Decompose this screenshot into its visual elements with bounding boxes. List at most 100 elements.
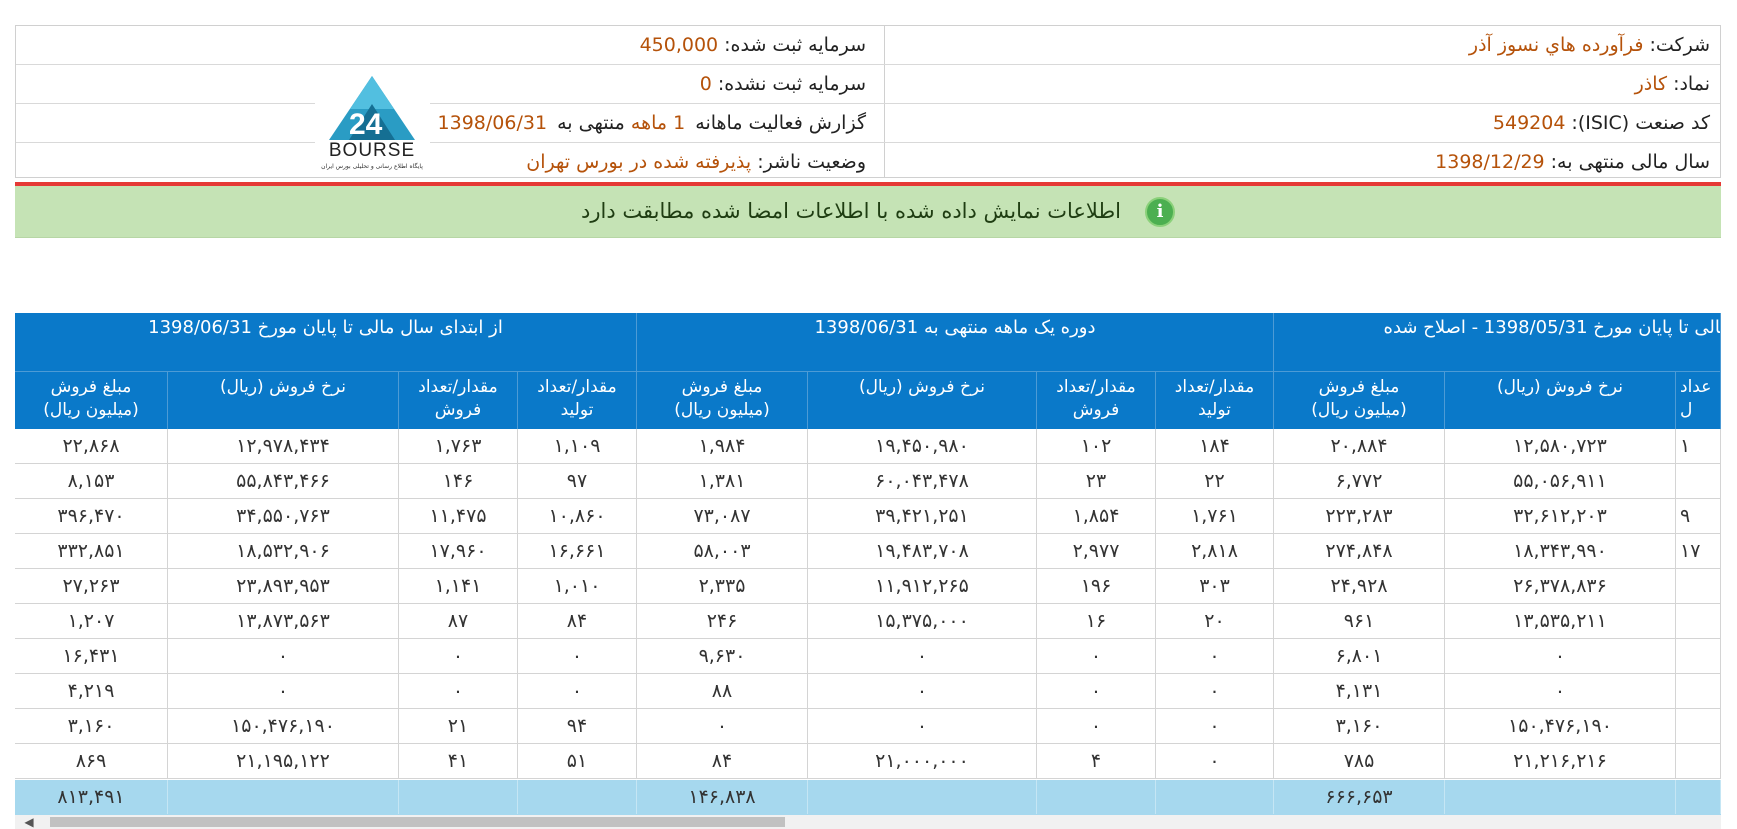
cell-prev-rate: ۱۲,۵۸۰,۷۲۳ <box>1445 429 1676 463</box>
cell-month-rate: ۱۱,۹۱۲,۲۶۵ <box>808 569 1037 603</box>
total-ytd-sales-qty <box>399 780 518 814</box>
table-row: ۲۱,۲۱۶,۲۱۶ ۷۸۵ ۰ ۴ ۲۱,۰۰۰,۰۰۰ ۸۴ ۵۱ ۴۱ ۲… <box>15 744 1721 779</box>
cell-ytd-amount: ۸,۱۵۳ <box>15 464 168 498</box>
cell-ytd-sales-qty: ۱,۱۴۱ <box>399 569 518 603</box>
symbol-value: کاذر <box>1634 73 1668 95</box>
cell-partial <box>1676 744 1721 778</box>
total-month-prod-qty <box>1156 780 1274 814</box>
logo-brand: BOURSE <box>329 140 415 161</box>
total-prev-amount: ۶۶۶,۶۵۳ <box>1274 780 1445 814</box>
cell-month-sales-qty: ۱۶ <box>1037 604 1156 638</box>
cell-ytd-amount: ۳,۱۶۰ <box>15 709 168 743</box>
cell-prev-rate: ۳۲,۶۱۲,۲۰۳ <box>1445 499 1676 533</box>
cell-month-sales-qty: ۱,۸۵۴ <box>1037 499 1156 533</box>
cell-month-sales-qty: ۱۰۲ <box>1037 429 1156 463</box>
total-prev-rate <box>1445 780 1676 814</box>
unregistered-capital-label: سرمایه ثبت نشده: <box>717 73 866 95</box>
cell-ytd-amount: ۳۹۶,۴۷۰ <box>15 499 168 533</box>
cell-ytd-prod-qty: ۰ <box>518 674 637 708</box>
table-row: ۰ ۶,۸۰۱ ۰ ۰ ۰ ۹,۶۳۰ ۰ ۰ ۰ ۱۶,۴۳۱ <box>15 639 1721 674</box>
cell-partial: ۱ <box>1676 429 1721 463</box>
cell-prev-amount: ۲۷۴,۸۴۸ <box>1274 534 1445 568</box>
report-months: 1 ماهه <box>630 112 686 134</box>
subheader-month-rate: نرخ فروش (ریال) <box>808 371 1037 429</box>
header-red-divider <box>15 182 1721 186</box>
cell-month-rate: ۱۹,۴۸۳,۷۰۸ <box>808 534 1037 568</box>
table-row: ۱۵۰,۴۷۶,۱۹۰ ۳,۱۶۰ ۰ ۰ ۰ ۰ ۹۴ ۲۱ ۱۵۰,۴۷۶,… <box>15 709 1721 744</box>
cell-prev-amount: ۹۶۱ <box>1274 604 1445 638</box>
cell-ytd-prod-qty: ۵۱ <box>518 744 637 778</box>
group-header-previous: مالی تا پایان مورخ 1398/05/31 - اصلاح شد… <box>1274 313 1721 371</box>
cell-ytd-rate: ۰ <box>168 674 399 708</box>
cell-month-rate: ۲۱,۰۰۰,۰۰۰ <box>808 744 1037 778</box>
cell-ytd-amount: ۴,۲۱۹ <box>15 674 168 708</box>
cell-ytd-rate: ۰ <box>168 639 399 673</box>
cell-partial <box>1676 464 1721 498</box>
report-suffix: منتهی به <box>557 112 625 134</box>
cell-month-rate: ۶۰,۰۴۳,۴۷۸ <box>808 464 1037 498</box>
cell-ytd-sales-qty: ۱,۷۶۳ <box>399 429 518 463</box>
cell-month-prod-qty: ۲۲ <box>1156 464 1274 498</box>
cell-ytd-amount: ۳۳۲,۸۵۱ <box>15 534 168 568</box>
total-month-sales-qty <box>1037 780 1156 814</box>
scroll-left-icon[interactable]: ◀ <box>24 815 34 829</box>
cell-month-amount: ۱,۳۸۱ <box>637 464 808 498</box>
cell-prev-amount: ۲۰,۸۸۴ <box>1274 429 1445 463</box>
cell-month-amount: ۰ <box>637 709 808 743</box>
cell-prev-rate: ۲۶,۳۷۸,۸۳۶ <box>1445 569 1676 603</box>
total-ytd-amount: ۸۱۳,۴۹۱ <box>15 780 168 814</box>
cell-ytd-sales-qty: ۱۷,۹۶۰ <box>399 534 518 568</box>
horizontal-scrollbar[interactable]: ◀ <box>15 815 1721 829</box>
info-row-symbol: نماد:کاذر سرمایه ثبت نشده:0 <box>16 65 1720 104</box>
cell-ytd-amount: ۱۶,۴۳۱ <box>15 639 168 673</box>
svg-text:24: 24 <box>349 108 383 141</box>
cell-month-prod-qty: ۰ <box>1156 744 1274 778</box>
cell-ytd-prod-qty: ۱,۱۰۹ <box>518 429 637 463</box>
cell-ytd-amount: ۲۲,۸۶۸ <box>15 429 168 463</box>
cell-ytd-sales-qty: ۱۴۶ <box>399 464 518 498</box>
info-row-isic: کد صنعت (ISIC):549204 گزارش فعالیت ماهان… <box>16 104 1720 143</box>
cell-month-amount: ۷۳,۰۸۷ <box>637 499 808 533</box>
cell-prev-amount: ۲۴,۹۲۸ <box>1274 569 1445 603</box>
table-row: ۱۷ ۱۸,۳۴۳,۹۹۰ ۲۷۴,۸۴۸ ۲,۸۱۸ ۲,۹۷۷ ۱۹,۴۸۳… <box>15 534 1721 569</box>
cell-prev-amount: ۷۸۵ <box>1274 744 1445 778</box>
cell-month-prod-qty: ۱۸۴ <box>1156 429 1274 463</box>
isic-field: کد صنعت (ISIC):549204 <box>1493 104 1710 142</box>
group-header-ytd: از ابتدای سال مالی تا پایان مورخ 1398/06… <box>15 313 637 371</box>
cell-ytd-sales-qty: ۴۱ <box>399 744 518 778</box>
cell-month-amount: ۸۴ <box>637 744 808 778</box>
cell-partial <box>1676 674 1721 708</box>
cell-month-rate: ۳۹,۴۲۱,۲۵۱ <box>808 499 1037 533</box>
cell-ytd-amount: ۲۷,۲۶۳ <box>15 569 168 603</box>
banner-text: اطلاعات نمایش داده شده با اطلاعات امضا ش… <box>581 199 1121 223</box>
cell-month-sales-qty: ۰ <box>1037 639 1156 673</box>
cell-month-amount: ۸۸ <box>637 674 808 708</box>
cell-prev-amount: ۶,۸۰۱ <box>1274 639 1445 673</box>
subheader-month-amount: مبلغ فروش (میلیون ریال) <box>637 371 808 429</box>
cell-prev-amount: ۳,۱۶۰ <box>1274 709 1445 743</box>
signature-match-banner: i اطلاعات نمایش داده شده با اطلاعات امضا… <box>15 186 1721 238</box>
cell-month-prod-qty: ۳۰۳ <box>1156 569 1274 603</box>
cell-ytd-rate: ۲۱,۱۹۵,۱۲۲ <box>168 744 399 778</box>
cell-prev-rate: ۱۸,۳۴۳,۹۹۰ <box>1445 534 1676 568</box>
cell-ytd-prod-qty: ۱۶,۶۶۱ <box>518 534 637 568</box>
subheader-month-prod-qty: مقدار/تعداد تولید <box>1156 371 1274 429</box>
group-header-previous-text: مالی تا پایان مورخ 1398/05/31 - اصلاح شد… <box>1383 317 1721 338</box>
cell-month-prod-qty: ۱,۷۶۱ <box>1156 499 1274 533</box>
report-date: 1398/06/31 <box>437 112 548 134</box>
cell-prev-rate: ۵۵,۰۵۶,۹۱۱ <box>1445 464 1676 498</box>
fiscal-year-label: سال مالی منتهی به: <box>1550 151 1710 173</box>
cell-ytd-rate: ۵۵,۸۴۳,۴۶۶ <box>168 464 399 498</box>
cell-month-rate: ۰ <box>808 674 1037 708</box>
cell-month-rate: ۰ <box>808 709 1037 743</box>
cell-prev-rate: ۱۳,۵۳۵,۲۱۱ <box>1445 604 1676 638</box>
cell-month-prod-qty: ۲,۸۱۸ <box>1156 534 1274 568</box>
subheader-ytd-amount: مبلغ فروش (میلیون ریال) <box>15 371 168 429</box>
fiscal-year-value: 1398/12/29 <box>1435 151 1545 173</box>
scroll-thumb[interactable] <box>50 817 785 827</box>
registered-capital-label: سرمایه ثبت شده: <box>724 34 866 56</box>
report-period-field: گزارش فعالیت ماهانه 1 ماهه منتهی به 1398… <box>438 104 866 142</box>
fiscal-year-field: سال مالی منتهی به:1398/12/29 <box>1435 143 1710 181</box>
cell-month-sales-qty: ۰ <box>1037 674 1156 708</box>
cell-ytd-rate: ۳۴,۵۵۰,۷۶۳ <box>168 499 399 533</box>
